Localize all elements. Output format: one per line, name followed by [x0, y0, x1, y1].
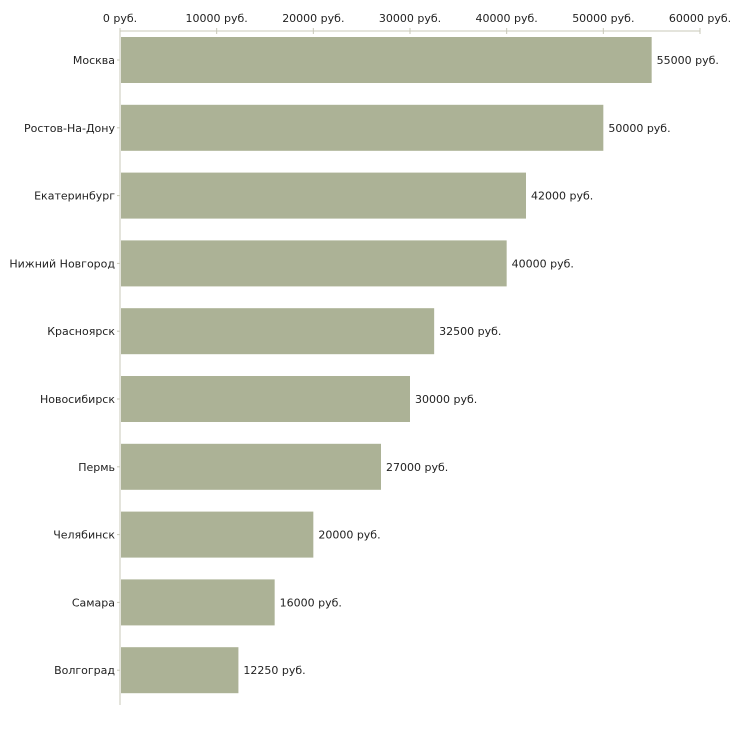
category-label: Москва: [73, 54, 115, 67]
category-label: Красноярск: [47, 325, 115, 338]
bar: [121, 240, 507, 287]
bar: [121, 104, 604, 151]
bar: [121, 647, 239, 694]
category-label: Пермь: [78, 461, 115, 474]
value-label: 50000 руб.: [608, 122, 670, 135]
value-label: 40000 руб.: [512, 257, 574, 270]
bar: [121, 511, 314, 558]
x-tick-label: 40000 руб.: [476, 12, 538, 25]
category-label: Челябинск: [53, 529, 115, 542]
value-label: 30000 руб.: [415, 393, 477, 406]
category-label: Екатеринбург: [34, 190, 115, 203]
bar: [121, 37, 652, 83]
category-label: Самара: [72, 596, 115, 609]
category-label: Ростов-На-Дону: [24, 122, 115, 135]
bar: [121, 376, 410, 422]
value-label: 42000 руб.: [531, 190, 593, 203]
value-label: 27000 руб.: [386, 461, 448, 474]
x-tick-label: 50000 руб.: [572, 12, 634, 25]
value-label: 55000 руб.: [657, 54, 719, 67]
x-tick-label: 60000 руб.: [669, 12, 730, 25]
x-tick-label: 10000 руб.: [186, 12, 248, 25]
x-tick-label: 30000 руб.: [379, 12, 441, 25]
x-tick-label: 0 руб.: [103, 12, 137, 25]
bar: [121, 308, 435, 355]
value-label: 20000 руб.: [318, 529, 380, 542]
category-label: Новосибирск: [40, 393, 115, 406]
bar: [121, 172, 526, 219]
value-label: 32500 руб.: [439, 325, 501, 338]
category-label: Волгоград: [54, 664, 115, 677]
category-label: Нижний Новгород: [9, 257, 115, 270]
bar: [121, 579, 275, 626]
x-tick-label: 20000 руб.: [282, 12, 344, 25]
value-label: 12250 руб.: [243, 664, 305, 677]
bar: [121, 443, 381, 490]
value-label: 16000 руб.: [280, 596, 342, 609]
